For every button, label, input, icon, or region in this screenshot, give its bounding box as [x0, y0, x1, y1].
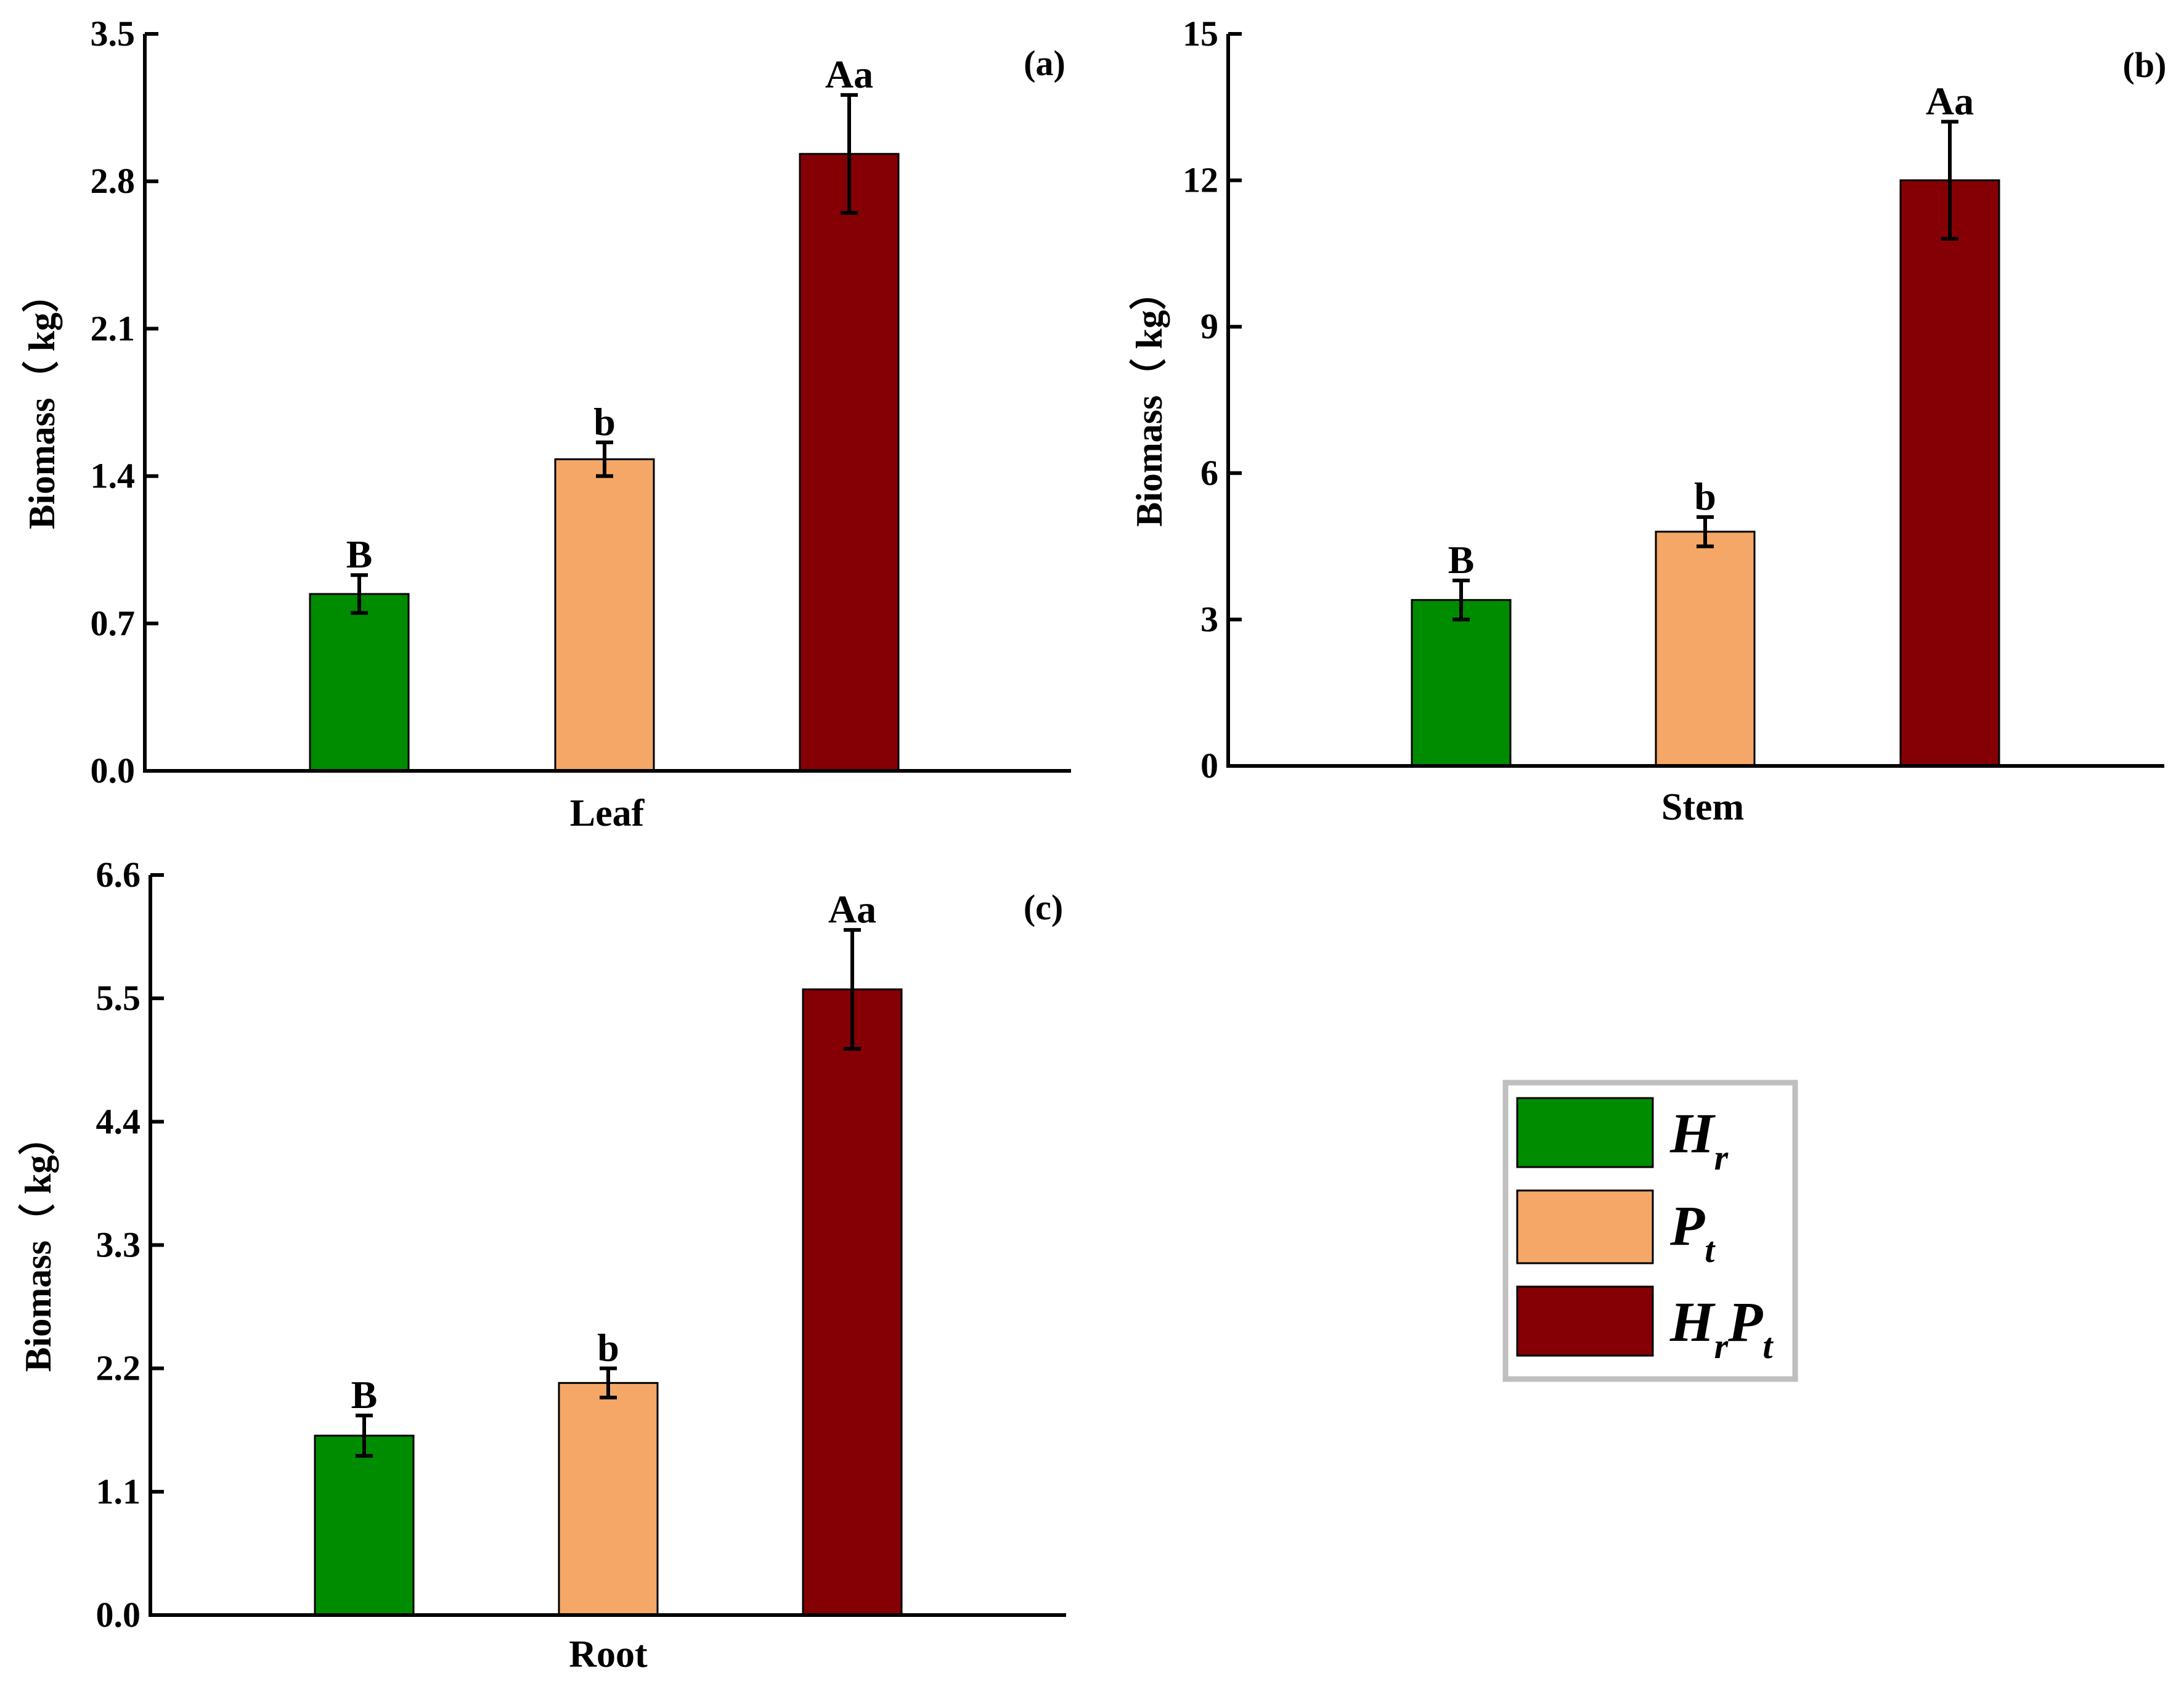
- y-tick-label: 9: [1200, 306, 1218, 346]
- bar-pt: [1655, 531, 1756, 767]
- y-tick-label: 0.0: [91, 751, 136, 791]
- y-tick-label: 3: [1200, 599, 1218, 639]
- significance-label-hrpt: Aa: [828, 887, 876, 931]
- x-axis-title: Leaf: [570, 792, 645, 834]
- y-axis-title: Biomass（ kg）: [1128, 273, 1170, 527]
- bar-pt: [558, 1382, 659, 1616]
- y-tick-label: 12: [1183, 160, 1218, 200]
- significance-label-pt: b: [597, 1326, 619, 1370]
- y-tick-label: 0: [1200, 746, 1218, 786]
- significance-label-hr: B: [351, 1373, 378, 1417]
- legend-swatch-hr: [1516, 1097, 1654, 1168]
- legend-swatch-pt: [1516, 1189, 1654, 1264]
- y-tick-label: 5.5: [96, 978, 141, 1018]
- legend-label-hrpt: HrPt: [1669, 1290, 1774, 1366]
- y-tick-label: 1.1: [96, 1471, 141, 1512]
- y-tick-label: 0.0: [96, 1595, 141, 1635]
- bar-hrpt: [1899, 179, 2000, 767]
- y-tick-label: 2.8: [91, 161, 136, 201]
- panel-label: (c): [1024, 887, 1063, 927]
- legend-swatch-hrpt: [1516, 1285, 1654, 1357]
- x-axis-title: Stem: [1661, 786, 1744, 828]
- y-tick-label: 3.3: [96, 1225, 141, 1265]
- bar-hr: [314, 1435, 415, 1616]
- legend-label-pt: Pt: [1669, 1194, 1716, 1270]
- y-tick-label: 6.6: [96, 855, 141, 895]
- legend: Hr Pt HrPt: [1502, 1080, 1798, 1382]
- y-axis-title: Biomass（ kg）: [21, 275, 62, 529]
- significance-label-hrpt: Aa: [825, 52, 873, 96]
- y-tick-label: 1.4: [91, 456, 136, 496]
- bar-hrpt: [799, 153, 900, 772]
- y-tick-label: 15: [1183, 14, 1218, 54]
- bar-hr: [309, 593, 410, 772]
- y-tick-label: 3.5: [91, 14, 136, 54]
- significance-label-pt: b: [593, 400, 616, 444]
- y-tick-label: 4.4: [96, 1101, 141, 1141]
- significance-label-hr: B: [346, 532, 373, 576]
- y-tick-label: 2.2: [96, 1348, 141, 1388]
- y-tick-label: 2.1: [91, 308, 136, 348]
- bar-hrpt: [802, 988, 903, 1616]
- y-axis-title: Biomass（ kg）: [17, 1118, 59, 1372]
- panel-label: (b): [2123, 45, 2167, 85]
- y-tick-label: 0.7: [91, 603, 136, 643]
- significance-label-hrpt: Aa: [1926, 79, 1974, 123]
- panel-b-stem-chart: Bb Aa 0 3 6 9 12 15 Biomass（ kg） Stem (b): [1128, 14, 2166, 828]
- bar-pt: [554, 458, 655, 772]
- panel-a-leaf-chart: Bb Aa 0.0 0.7 1.4 2.1 2.8 3.5 Biomass（ kg） Leaf (a…: [21, 14, 1071, 834]
- panel-label: (a): [1024, 43, 1066, 83]
- bar-hr: [1411, 599, 1512, 767]
- y-tick-label: 6: [1200, 453, 1218, 493]
- significance-label-pt: b: [1694, 474, 1716, 518]
- panel-c-root-chart: Bb Aa 0.0 1.1 2.2 3.3 4.4 5.5 6.6 Biomass（ kg） Roo…: [17, 855, 1066, 1675]
- x-axis-title: Root: [569, 1634, 648, 1675]
- significance-label-hr: B: [1448, 538, 1475, 582]
- legend-label-hr: Hr: [1669, 1102, 1729, 1178]
